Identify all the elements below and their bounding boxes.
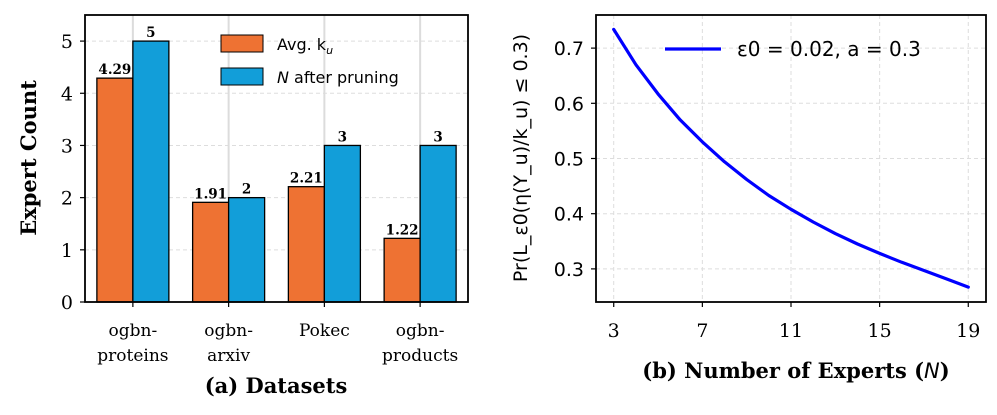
legend-label-avg-k-sub: u [326, 44, 333, 57]
bar [383, 237, 421, 303]
bar [96, 77, 134, 303]
panel-b-y-axis-label-text: Pr(L_ε0(η(Y_u)/k_u) ≤ 0.3) [510, 34, 532, 282]
x-tick-label-line2: arxiv [207, 346, 250, 366]
y-tick-label: 4 [61, 83, 73, 105]
legend-label-avg-k: Avg. ku [277, 35, 333, 57]
y-tick-label: 5 [61, 31, 73, 53]
panel-b-line-chart: 0.3 0.4 0.5 0.6 0.7 3 7 11 15 19 (b) Number of E… [510, 14, 987, 383]
bar-value-label: 2.21 [290, 171, 323, 187]
panel-a-y-axis-label: Expert Count [16, 80, 41, 236]
bar-value-label: 3 [338, 129, 347, 145]
panel-b-y-ticks: 0.3 0.4 0.5 0.6 0.7 [554, 38, 596, 281]
panel-a-bar-chart: 4.29 5 1.91 2 2.21 3 1.22 3 0 1 2 3 4 5 ogbn-protein… [16, 14, 469, 398]
panel-b-x-axis-label-main: (b) Number of Experts ( [642, 358, 924, 383]
y-tick-label: 0.6 [554, 93, 584, 115]
y-tick-label: 0.5 [554, 149, 584, 171]
panel-b-x-axis-label-var: N [924, 359, 940, 383]
panel-b-legend: ε0 = 0.02, a = 0.3 [665, 37, 921, 61]
x-tick-label-line2: proteins [97, 346, 168, 366]
y-tick-label: 2 [61, 188, 73, 210]
panel-a-y-ticks: 0 1 2 3 4 5 [61, 31, 85, 314]
y-tick-label: 0.3 [554, 259, 584, 281]
x-tick-label-line1: ogbn- [109, 321, 158, 341]
legend-label-n-var: N [277, 68, 289, 87]
x-tick-label: 19 [956, 320, 980, 342]
bar [191, 201, 230, 303]
bar [419, 144, 457, 303]
y-tick-label: 0.4 [554, 204, 584, 226]
x-tick-label: 7 [696, 320, 708, 342]
series-line-epsilon [612, 27, 970, 289]
bar [287, 186, 326, 303]
panel-a-frame [84, 14, 469, 303]
panel-a-legend: Avg. ku N after pruning [220, 34, 399, 87]
panel-a-x-axis-label: (a) Datasets [205, 373, 348, 398]
x-tick-label: 3 [608, 320, 620, 342]
bar [323, 144, 362, 303]
legend-label-avg-k-main: Avg. k [277, 35, 327, 54]
bar-value-label: 2 [242, 182, 251, 198]
legend-swatch-avg-k [220, 34, 264, 53]
panel-a-bars: 4.29 5 1.91 2 2.21 3 1.22 3 [96, 25, 457, 303]
y-tick-label: 0 [61, 292, 73, 314]
legend-swatch-n-pruning [220, 67, 264, 86]
x-tick-label-line1: ogbn- [396, 321, 445, 341]
x-tick-label: 15 [868, 320, 892, 342]
x-tick-label-line2: products [382, 346, 458, 366]
panel-b-x-ticks: 3 7 11 15 19 [608, 302, 980, 342]
y-tick-label: 3 [61, 135, 73, 157]
bar [132, 40, 170, 303]
panel-b-y-axis-label: Pr(L_ε0(η(Y_u)/k_u) ≤ 0.3) [510, 34, 532, 282]
legend-label-epsilon: ε0 = 0.02, a = 0.3 [737, 37, 921, 61]
bar [227, 196, 266, 303]
bar-value-label: 4.29 [98, 62, 131, 78]
legend-label-n-pruning: N after pruning [277, 68, 399, 87]
bar-value-label: 1.91 [194, 186, 227, 202]
bar-value-label: 5 [146, 25, 155, 41]
legend-label-n-rest: after pruning [289, 68, 399, 87]
panel-a-x-ticks: ogbn-proteins ogbn-arxiv Pokec ogbn-product… [97, 302, 458, 366]
panel-b-x-axis-label: (b) Number of Experts (N) [642, 358, 949, 383]
y-tick-label: 1 [61, 240, 73, 262]
x-tick-label-line1: ogbn- [204, 321, 253, 341]
x-tick-label-line1: Pokec [299, 321, 350, 341]
x-tick-label: 11 [779, 320, 803, 342]
panel-b-x-axis-label-end: ) [940, 358, 950, 383]
bar-value-label: 1.22 [386, 222, 419, 238]
bar-value-label: 3 [433, 129, 442, 145]
y-tick-label: 0.7 [554, 38, 584, 60]
